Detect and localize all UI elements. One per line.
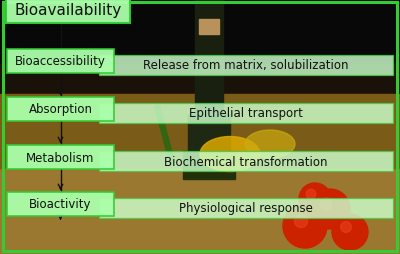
Bar bbox=[0, 95, 400, 174]
Text: Bioactivity: Bioactivity bbox=[29, 198, 92, 211]
Circle shape bbox=[294, 215, 308, 228]
Ellipse shape bbox=[200, 137, 260, 172]
FancyBboxPatch shape bbox=[7, 146, 114, 169]
Bar bbox=[0, 65, 400, 105]
Circle shape bbox=[299, 183, 331, 215]
FancyBboxPatch shape bbox=[99, 56, 393, 76]
Bar bbox=[183, 151, 235, 179]
FancyBboxPatch shape bbox=[99, 104, 393, 123]
Text: Release from matrix, solubilization: Release from matrix, solubilization bbox=[143, 59, 349, 72]
Circle shape bbox=[283, 204, 327, 248]
Bar bbox=[199, 20, 219, 35]
Bar bbox=[0, 169, 400, 254]
FancyBboxPatch shape bbox=[99, 198, 393, 218]
Bar bbox=[188, 115, 230, 159]
Circle shape bbox=[332, 214, 368, 250]
Circle shape bbox=[341, 222, 351, 232]
Ellipse shape bbox=[245, 131, 295, 158]
FancyBboxPatch shape bbox=[7, 98, 114, 121]
FancyBboxPatch shape bbox=[6, 0, 130, 24]
Text: Bioavailability: Bioavailability bbox=[14, 3, 122, 18]
FancyBboxPatch shape bbox=[7, 192, 114, 216]
Bar bbox=[154, 105, 175, 164]
FancyBboxPatch shape bbox=[7, 50, 114, 74]
Text: Physiological response: Physiological response bbox=[179, 202, 313, 215]
Bar bbox=[195, 0, 223, 124]
Text: Absorption: Absorption bbox=[28, 103, 92, 116]
Circle shape bbox=[306, 189, 316, 199]
Bar bbox=[0, 0, 400, 70]
FancyBboxPatch shape bbox=[99, 151, 393, 171]
Circle shape bbox=[320, 198, 332, 210]
Text: Biochemical transformation: Biochemical transformation bbox=[164, 155, 328, 168]
Text: Bioaccessibility: Bioaccessibility bbox=[15, 55, 106, 68]
Text: Metabolism: Metabolism bbox=[26, 151, 95, 164]
Text: Epithelial transport: Epithelial transport bbox=[189, 107, 303, 120]
Circle shape bbox=[310, 189, 350, 229]
